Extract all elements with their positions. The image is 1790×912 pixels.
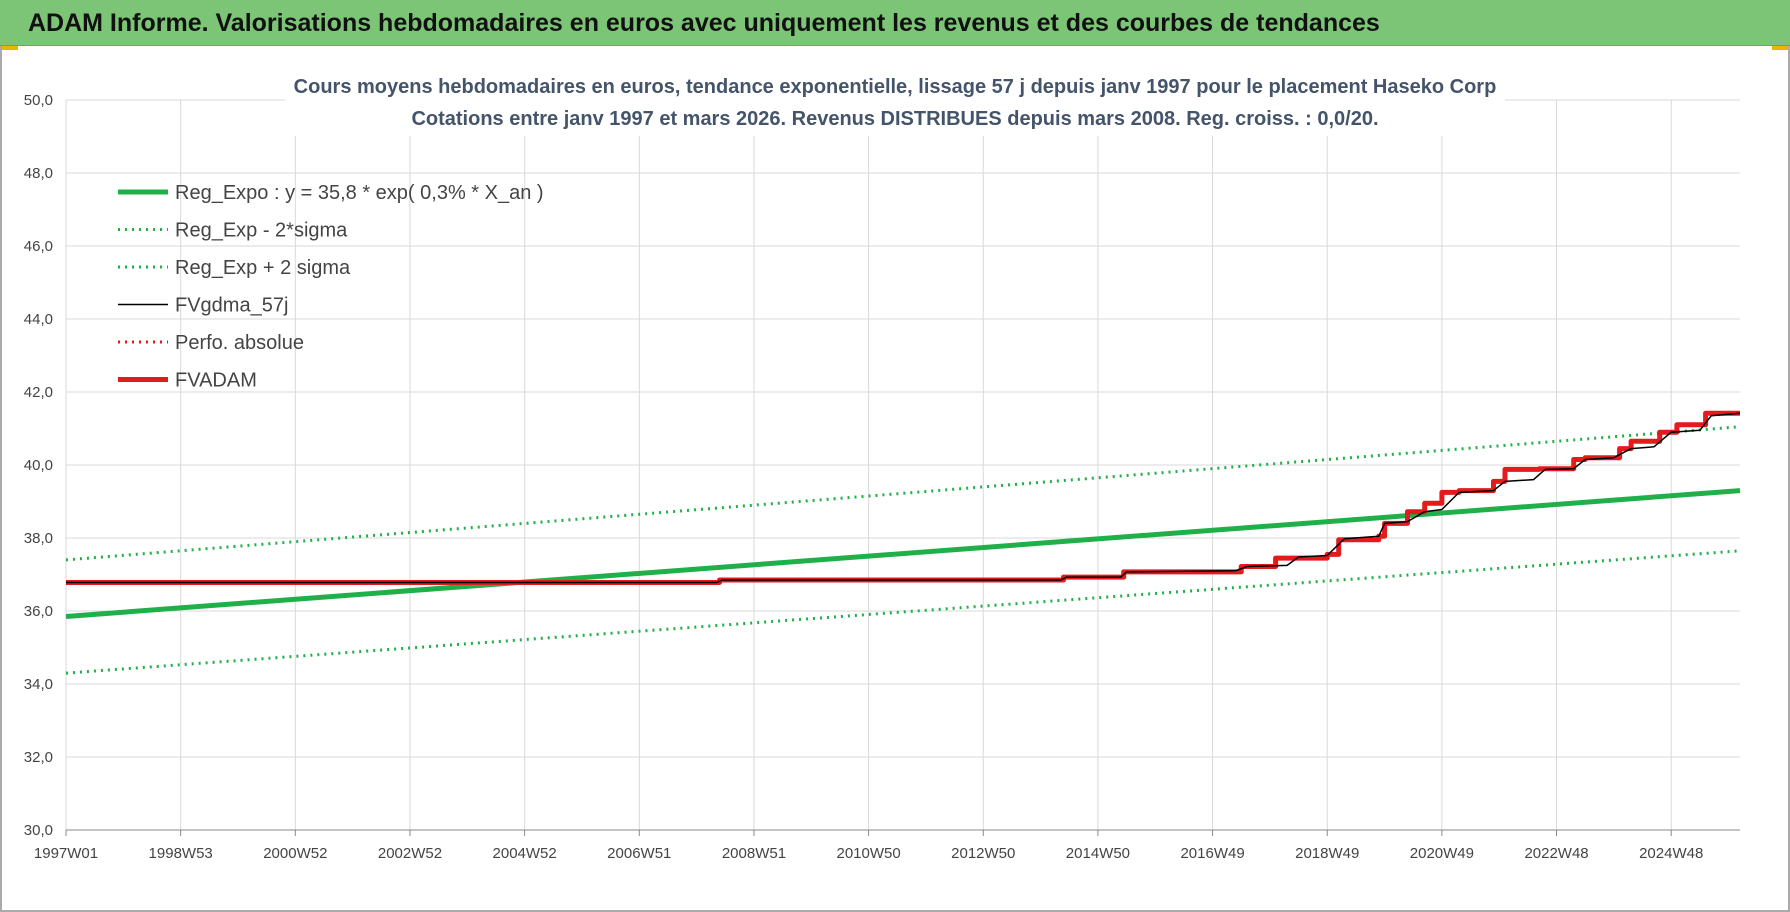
y-tick-label: 48,0 bbox=[24, 165, 53, 182]
y-tick-label: 50,0 bbox=[24, 92, 53, 109]
legend-label-2: Reg_Exp + 2 sigma bbox=[175, 257, 351, 279]
x-tick-label: 2004W52 bbox=[493, 845, 557, 862]
x-tick-label: 2014W50 bbox=[1066, 845, 1130, 862]
x-tick-label: 2022W48 bbox=[1524, 845, 1588, 862]
x-tick-label: 2008W51 bbox=[722, 845, 786, 862]
chart-title: Cours moyens hebdomadaires en euros, ten… bbox=[294, 76, 1497, 98]
x-tick-label: 2020W49 bbox=[1410, 845, 1474, 862]
series-line-5 bbox=[66, 410, 1740, 585]
legend: Reg_Expo : y = 35,8 * exp( 0,3% * X_an )… bbox=[118, 182, 544, 392]
series-layer bbox=[65, 410, 1741, 675]
y-tick-label: 42,0 bbox=[24, 384, 53, 401]
y-tick-label: 46,0 bbox=[24, 238, 53, 255]
report-banner: ADAM Informe. Valorisations hebdomadaire… bbox=[0, 0, 1790, 46]
x-tick-label: 2012W50 bbox=[951, 845, 1015, 862]
legend-label-3: FVgdma_57j bbox=[175, 295, 288, 317]
series-line-3 bbox=[66, 412, 1741, 584]
corner-mark-right bbox=[1772, 46, 1790, 50]
grid-layer bbox=[65, 99, 1740, 831]
corner-mark-left bbox=[0, 46, 18, 50]
x-tick-label: 2006W51 bbox=[607, 845, 671, 862]
y-tick-label: 34,0 bbox=[24, 676, 53, 693]
report-title: ADAM Informe. Valorisations hebdomadaire… bbox=[28, 9, 1380, 37]
y-tick-label: 30,0 bbox=[24, 822, 53, 839]
x-tick-label: 2024W48 bbox=[1639, 845, 1703, 862]
legend-label-0: Reg_Expo : y = 35,8 * exp( 0,3% * X_an ) bbox=[175, 182, 544, 204]
y-tick-label: 40,0 bbox=[24, 457, 53, 474]
axis-layer: 30,0 32,0 34,0 36,0 38,0 40,0 42,0 44,0 46,0 48,0… bbox=[24, 92, 1740, 862]
y-tick-label: 44,0 bbox=[24, 311, 53, 328]
chart-frame bbox=[0, 46, 1790, 912]
y-tick-label: 32,0 bbox=[24, 749, 53, 766]
title-background bbox=[285, 66, 1505, 136]
legend-label-4: Perfo. absolue bbox=[175, 332, 304, 354]
series-line-1 bbox=[65, 549, 1741, 675]
x-tick-label: 2002W52 bbox=[378, 845, 442, 862]
series-line-0 bbox=[65, 488, 1741, 619]
series-line-2 bbox=[65, 425, 1741, 562]
chart-subtitle: Cotations entre janv 1997 et mars 2026. … bbox=[411, 108, 1378, 130]
x-tick-label: 2000W52 bbox=[263, 845, 327, 862]
y-tick-label: 38,0 bbox=[24, 530, 53, 547]
x-tick-label: 1997W01 bbox=[34, 845, 98, 862]
y-tick-label: 36,0 bbox=[24, 603, 53, 620]
x-tick-label: 2016W49 bbox=[1180, 845, 1244, 862]
legend-label-1: Reg_Exp - 2*sigma bbox=[175, 220, 348, 242]
chart-title-block: Cours moyens hebdomadaires en euros, ten… bbox=[285, 66, 1505, 136]
x-tick-label: 2018W49 bbox=[1295, 845, 1359, 862]
x-tick-label: 2010W50 bbox=[836, 845, 900, 862]
x-tick-label: 1998W53 bbox=[149, 845, 213, 862]
legend-label-5: FVADAM bbox=[175, 370, 257, 392]
